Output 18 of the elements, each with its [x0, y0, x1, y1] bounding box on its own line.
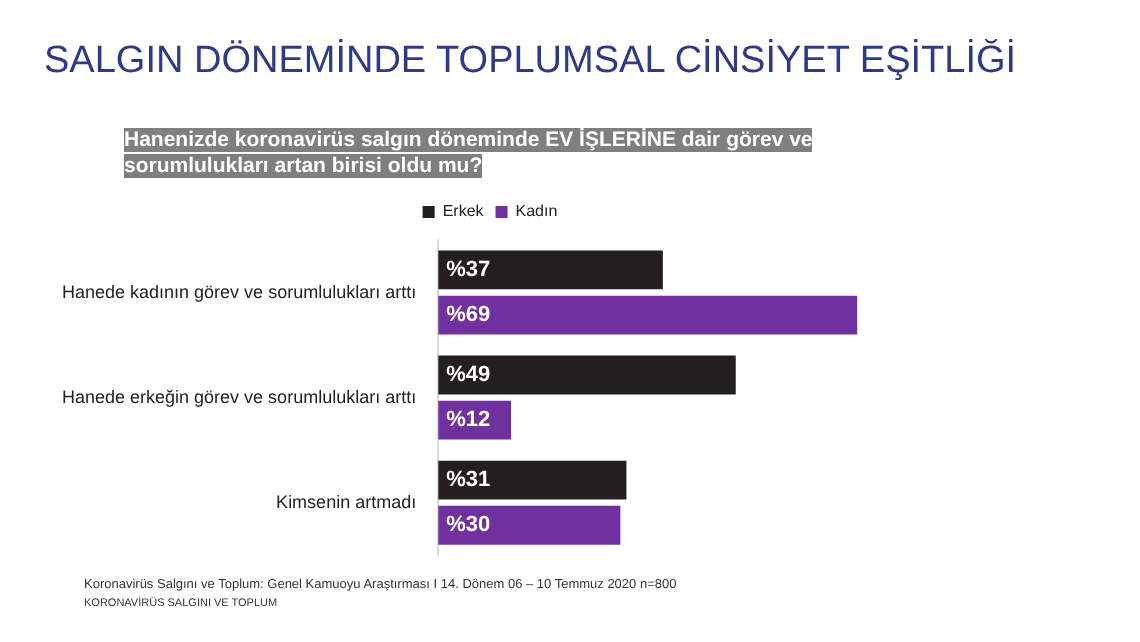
y-tick-label: Kimsenin artmadı — [276, 491, 417, 512]
y-tick-label: Hanede kadının görev ve sorumlulukları arttı — [61, 281, 417, 302]
legend-label: Erkek — [442, 202, 486, 221]
bar — [438, 355, 736, 395]
data-label: %12 — [446, 408, 491, 433]
data-label: %31 — [446, 468, 491, 493]
data-label: %30 — [446, 513, 491, 538]
data-label: %49 — [446, 363, 491, 388]
bar — [438, 460, 627, 500]
chart-title: SALGIN DÖNEMİNDE TOPLUMSAL CİNSİYET EŞİTLİĞİ — [44, 40, 1017, 84]
bar — [438, 250, 663, 290]
data-label: %37 — [446, 258, 491, 283]
bar — [438, 295, 858, 335]
y-tick-label: Hanede erkeğin görev ve sorumlulukları arttı — [61, 386, 417, 407]
legend-label: Kadın — [515, 202, 558, 221]
data-label: %69 — [446, 303, 491, 328]
bar — [438, 505, 621, 545]
chart-subtitle: Hanenizde koronavirüs salgın döneminde EV İŞLERİNE dair görev ve sorumlulukları artan birisi oldu mu? — [124, 128, 813, 178]
